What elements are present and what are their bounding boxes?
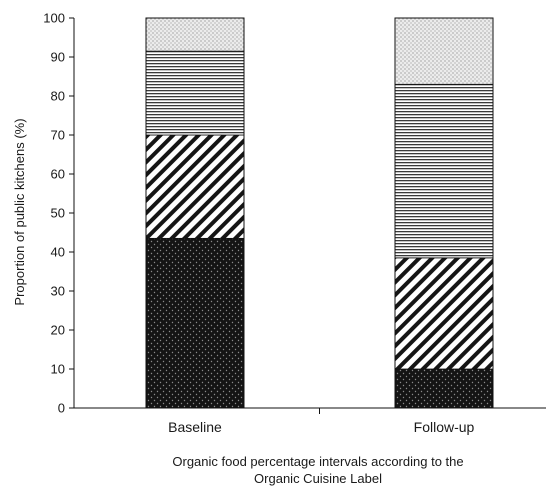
y-tick-label: 20: [51, 323, 65, 338]
bar-segment-baseline-diagonal-stripes: [145, 134, 245, 239]
y-tick-label: 40: [51, 245, 65, 260]
y-tick-label: 30: [51, 284, 65, 299]
x-category-label: Baseline: [168, 419, 222, 435]
x-category-label: Follow-up: [414, 419, 475, 435]
bar-segment-baseline-dark-dots: [145, 237, 245, 409]
bar-segment-baseline-horizontal-lines: [145, 50, 245, 136]
bars-layer: [145, 17, 494, 409]
bar-segment-follow-up-diagonal-stripes: [394, 257, 494, 370]
bar-segment-follow-up-horizontal-lines: [394, 83, 494, 259]
x-axis-title-line-2: Organic Cuisine Label: [254, 471, 382, 486]
y-tick-label: 0: [58, 401, 65, 416]
bar-segment-follow-up-light-stipple: [394, 17, 494, 85]
bar-segment-follow-up-dark-dots: [394, 368, 494, 409]
y-tick-label: 90: [51, 50, 65, 65]
bar-segment-baseline-light-stipple: [145, 17, 245, 52]
y-tick-label: 70: [51, 128, 65, 143]
axes-layer: 0 10 20 30 40 50 60 70 80 90 100 Baseline Follow-up: [43, 11, 546, 435]
y-tick-label: 100: [43, 11, 65, 26]
x-axis-title-line-1: Organic food percentage intervals accord…: [172, 454, 463, 469]
y-tick-label: 80: [51, 89, 65, 104]
y-tick-label: 50: [51, 206, 65, 221]
y-tick-label: 60: [51, 167, 65, 182]
y-tick-label: 10: [51, 362, 65, 377]
y-axis-title: Proportion of public kitchens (%): [12, 118, 27, 305]
